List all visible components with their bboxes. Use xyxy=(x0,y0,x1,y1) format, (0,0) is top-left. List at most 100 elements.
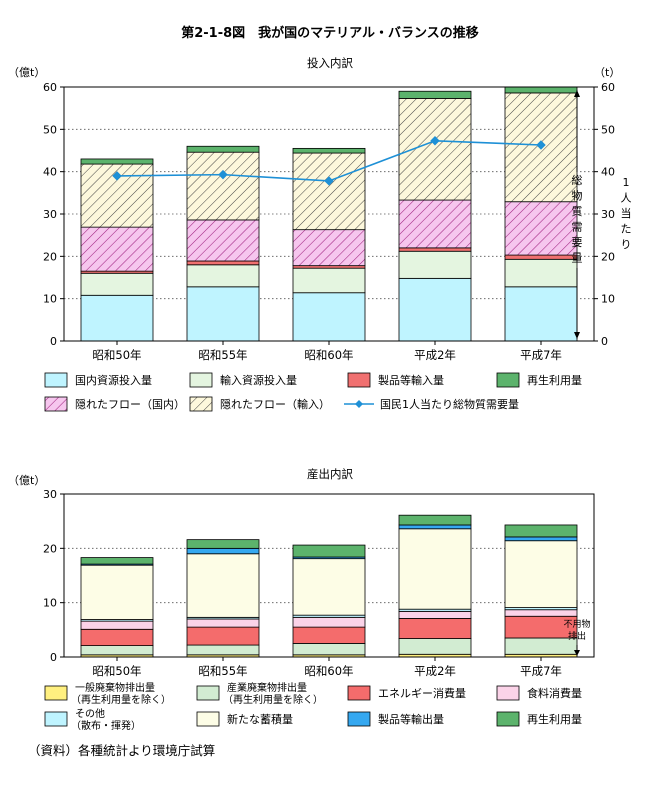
right-axis-label: 1 人当たり xyxy=(621,176,632,251)
bar-segment-8 xyxy=(80,557,154,565)
bar-segment-2 xyxy=(80,272,154,296)
chart1-y-ticks: 0 10 20 30 40 50 60 xyxy=(43,81,64,348)
y-tick-label: 60 xyxy=(43,81,57,94)
bar-segment-5 xyxy=(186,151,260,221)
category-label: 昭和55年 xyxy=(198,348,247,362)
chart2-legend: 一般廃棄物排出量（再生利用量を除く） 産業廃棄物排出量（再生利用量を除く） エネルギ… xyxy=(44,681,582,732)
category-label: 平成7年 xyxy=(520,664,562,678)
legend-swatch xyxy=(189,372,213,388)
legend-label: 製品等輸入量 xyxy=(378,373,444,387)
legend-label: 隠れたフロー（輸入） xyxy=(220,397,330,411)
chart1-bars xyxy=(80,86,578,342)
bar-segment-8 xyxy=(398,514,472,526)
chart2-left-unit: （億t） xyxy=(8,474,45,487)
bar-segment-6 xyxy=(80,564,154,620)
chart2-subtitle: 産出内訳 xyxy=(307,467,353,481)
y-tick-label: 0 xyxy=(50,651,57,664)
bar-segment-7 xyxy=(504,536,578,542)
chart1-left-unit: （億t） xyxy=(8,66,45,79)
bar-segment-3 xyxy=(186,626,260,646)
bar-segment-3 xyxy=(398,618,472,639)
bar-segment-2 xyxy=(398,250,472,279)
right-y-tick-label: 60 xyxy=(601,81,615,94)
bar-segment-4 xyxy=(186,618,260,628)
bar-segment-2 xyxy=(186,644,260,656)
legend-swatch xyxy=(347,685,371,701)
legend-label: 産業廃棄物排出量（再生利用量を除く） xyxy=(223,681,323,706)
bar-segment-2 xyxy=(292,643,366,656)
legend-label: 再生利用量 xyxy=(527,373,582,387)
bar-segment-6 xyxy=(186,145,260,153)
legend-swatch xyxy=(189,396,213,412)
bar-segment-7 xyxy=(186,547,260,555)
bar-segment-4 xyxy=(80,226,154,272)
legend-line-marker xyxy=(355,400,363,408)
bar-segment-6 xyxy=(398,528,472,610)
right-y-tick-label: 0 xyxy=(601,335,608,348)
bar-segment-6 xyxy=(80,158,154,165)
bar-segment-4 xyxy=(398,610,472,619)
y-tick-label: 20 xyxy=(43,542,57,555)
y-tick-label: 0 xyxy=(50,335,57,348)
per-capita-point xyxy=(112,171,122,181)
per-capita-point xyxy=(430,136,440,146)
legend-swatch xyxy=(44,372,68,388)
legend-label: 食料消費量 xyxy=(527,686,582,700)
per-capita-point xyxy=(324,176,334,186)
bar-segment-4 xyxy=(292,229,366,267)
legend-label: 再生利用量 xyxy=(527,712,582,726)
bar-segment-4 xyxy=(292,616,366,628)
right-y-tick-label: 10 xyxy=(601,293,615,306)
legend-label: 輸入資源投入量 xyxy=(220,373,297,387)
legend-swatch xyxy=(44,396,68,412)
bar-segment-1 xyxy=(186,286,260,342)
bar-segment-6 xyxy=(292,147,366,154)
bar-segment-1 xyxy=(398,277,472,342)
chart1-right-y-ticks: 0 10 20 30 40 50 60 xyxy=(594,81,615,348)
bar-segment-4 xyxy=(504,201,578,256)
right-y-tick-label: 20 xyxy=(601,250,615,263)
chart1-annotations: 総物質需要量 1 人当たり xyxy=(572,90,632,339)
legend-label: その他（散布・揮発） xyxy=(71,707,141,732)
output-bracket-arrow xyxy=(574,650,580,656)
bar-segment-7 xyxy=(398,524,472,530)
legend-swatch xyxy=(196,685,220,701)
bar-segment-3 xyxy=(504,254,578,260)
bracket-label: 総物質需要量 xyxy=(572,173,583,265)
bar-segment-6 xyxy=(292,558,366,616)
bar-segment-4 xyxy=(186,219,260,262)
chart2-y-ticks: 0 10 20 30 xyxy=(43,488,64,664)
legend-swatch xyxy=(196,711,220,727)
legend-swatch xyxy=(496,372,520,388)
category-label: 昭和55年 xyxy=(198,664,247,678)
right-y-tick-label: 40 xyxy=(601,166,615,179)
category-label: 昭和60年 xyxy=(304,348,353,362)
legend-swatch xyxy=(496,711,520,727)
chart2-category-labels: 昭和50年 昭和55年 昭和60年 平成2年 平成7年 xyxy=(92,657,562,678)
page-title: 第2-1-8図 我が国のマテリアル・バランスの推移 xyxy=(181,25,479,41)
right-y-tick-label: 50 xyxy=(601,123,615,136)
bracket-arrow-up xyxy=(574,90,580,97)
y-tick-label: 50 xyxy=(43,123,57,136)
category-label: 平成2年 xyxy=(414,348,456,362)
y-tick-label: 10 xyxy=(43,293,57,306)
chart2-bars xyxy=(80,514,578,658)
category-label: 平成7年 xyxy=(520,348,562,362)
chart1-right-unit: （t） xyxy=(594,66,620,79)
bar-segment-6 xyxy=(504,86,578,94)
category-label: 昭和50年 xyxy=(92,664,141,678)
bar-segment-3 xyxy=(398,247,472,252)
bar-segment-8 xyxy=(504,524,578,538)
y-tick-label: 10 xyxy=(43,597,57,610)
y-tick-label: 20 xyxy=(43,250,57,263)
chart1-subtitle: 投入内訳 xyxy=(307,56,353,70)
chart1-per-capita-line xyxy=(112,136,546,186)
legend-swatch xyxy=(44,711,68,727)
bar-segment-1 xyxy=(80,294,154,342)
bar-segment-2 xyxy=(398,638,472,655)
bar-segment-3 xyxy=(186,260,260,266)
legend-label: エネルギー消費量 xyxy=(378,686,466,700)
y-tick-label: 40 xyxy=(43,166,57,179)
legend-swatch xyxy=(496,685,520,701)
